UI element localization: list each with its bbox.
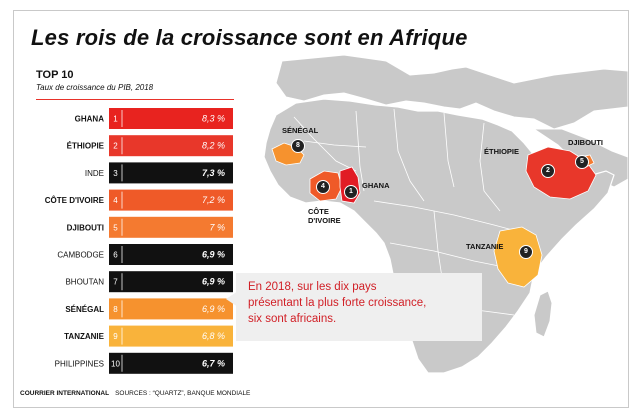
value-label: 6,7 %: [202, 358, 225, 368]
infographic: Les rois de la croissance sont en Afriqu…: [13, 10, 629, 408]
map-label-senegal: SÉNÉGAL: [282, 126, 319, 135]
bar-row: INDE 3 7,3 %: [85, 162, 233, 184]
bar-row: CAMBODGE 6 6,9 %: [57, 244, 233, 265]
bar-row: BHOUTAN 7 6,9 %: [65, 271, 233, 293]
badge-ghana: 1: [344, 185, 358, 199]
rank-label: 4: [113, 196, 118, 205]
category-label: TANZANIE: [64, 332, 105, 341]
map-label-cote-line2: D'IVOIRE: [308, 216, 341, 225]
map-label-djibouti: DJIBOUTI: [568, 138, 604, 147]
page-title: Les rois de la croissance sont en Afriqu…: [31, 25, 468, 50]
country-borders: [293, 108, 525, 332]
rank-label: 2: [113, 142, 118, 151]
badge-djibouti: 5: [575, 155, 589, 169]
rank-label: 9: [113, 332, 118, 341]
bar-row: SÉNÉGAL 8 6,9 %: [65, 298, 233, 320]
callout-line-2: présentant la plus forte croissance,: [248, 297, 427, 309]
bar-row: PHILIPPINES 10 6,7 %: [55, 352, 233, 374]
callout-line-3: six sont africains.: [248, 313, 337, 325]
badge-senegal: 8: [291, 139, 305, 153]
ranking-bar-chart: GHANA 1 8,3 % ÉTHIOPIE 2 8,2 % INDE 3 7,3 % CÔTE …: [45, 108, 233, 374]
value-label: 8,2 %: [202, 141, 225, 151]
source-line: COURRIER INTERNATIONAL SOURCES : “QUARTZ”…: [20, 390, 250, 397]
europe-landmass: [275, 54, 628, 130]
bar-row: GHANA 1 8,3 %: [75, 108, 233, 129]
map-label-ghana: GHANA: [362, 181, 390, 190]
bar: [109, 325, 233, 347]
rank-label: 7: [113, 278, 118, 287]
bar-row: CÔTE D'IVOIRE 4 7,2 %: [45, 189, 233, 211]
source-org: COURRIER INTERNATIONAL: [20, 390, 110, 397]
badge-ethiopie: 2: [541, 164, 555, 178]
category-label: CAMBODGE: [57, 251, 104, 260]
rank-label: 3: [113, 169, 118, 178]
badge-tanzanie: 9: [519, 245, 533, 259]
chart-title-rule: [36, 99, 234, 100]
bar: [109, 352, 233, 374]
bar: [109, 135, 233, 157]
value-label: 6,9 %: [202, 250, 225, 260]
callout-text: En 2018, sur les dix pays présentant la …: [248, 279, 426, 327]
chart-title: TOP 10: [36, 69, 74, 81]
value-label: 7,2 %: [202, 195, 225, 205]
category-label: CÔTE D'IVOIRE: [45, 196, 105, 205]
bar-row: ÉTHIOPIE 2 8,2 %: [67, 135, 233, 157]
category-label: PHILIPPINES: [55, 359, 104, 368]
bar-row: TANZANIE 9 6,8 %: [64, 325, 233, 347]
rank-label: 5: [113, 223, 118, 232]
bar: [109, 216, 233, 238]
category-label: BHOUTAN: [65, 278, 104, 287]
rank-label: 10: [111, 359, 120, 368]
source-list: SOURCES : “QUARTZ”, BANQUE MONDIALE: [115, 390, 251, 397]
callout-pointer: [226, 291, 238, 307]
category-label: DJIBOUTI: [67, 223, 104, 232]
callout-box: En 2018, sur les dix pays présentant la …: [226, 273, 482, 341]
value-label: 6,9 %: [202, 277, 225, 287]
value-label: 6,8 %: [202, 331, 225, 341]
rank-label: 6: [113, 251, 118, 260]
tanzania-shape: [493, 226, 543, 288]
bar: [109, 162, 233, 184]
callout-line-1: En 2018, sur les dix pays: [248, 281, 377, 293]
category-label: ÉTHIOPIE: [67, 142, 105, 151]
value-label: 7,3 %: [202, 168, 225, 178]
bar: [109, 189, 233, 211]
value-label: 7 %: [209, 222, 225, 232]
rank-label: 1: [113, 115, 118, 124]
chart-subtitle: Taux de croissance du PIB, 2018: [36, 83, 154, 92]
value-label: 6,9 %: [202, 304, 225, 314]
category-label: SÉNÉGAL: [65, 305, 104, 314]
map-label-cote-line1: CÔTE: [308, 207, 329, 216]
bar: [109, 298, 233, 320]
category-label: INDE: [85, 169, 104, 178]
bar: [109, 271, 233, 293]
badge-cote-divoire: 4: [316, 180, 330, 194]
map-label-ethiopie: ÉTHIOPIE: [484, 147, 520, 156]
rank-label: 8: [113, 305, 118, 314]
category-label: GHANA: [75, 115, 105, 124]
bar: [109, 108, 233, 129]
value-label: 8,3 %: [202, 114, 225, 124]
bar-row: DJIBOUTI 5 7 %: [67, 216, 233, 238]
madagascar: [533, 290, 553, 338]
bar: [109, 244, 233, 265]
map-label-tanzanie: TANZANIE: [466, 242, 504, 251]
